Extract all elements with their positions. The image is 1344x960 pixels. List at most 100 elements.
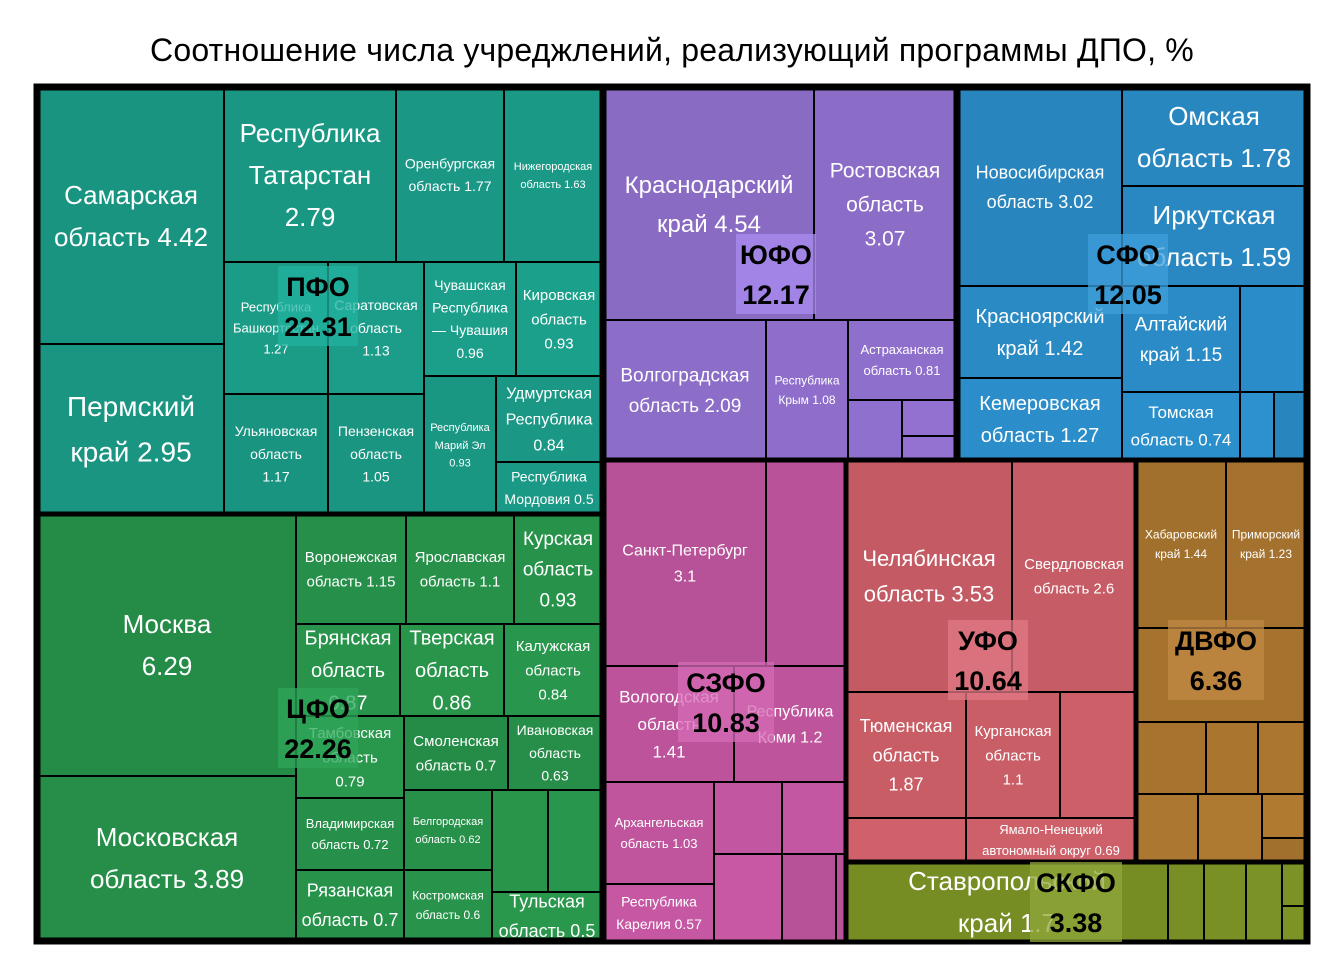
cell-label: 0.86 (433, 692, 472, 714)
treemap-cell (603, 459, 767, 667)
treemap-cell (295, 513, 407, 625)
cell-label: Ямало-Ненецкий (999, 822, 1103, 837)
cell-label: Республика (430, 422, 490, 434)
treemap-cell (1011, 459, 1137, 693)
cell-label: область 2.6 (1034, 580, 1115, 597)
cell-label: 0.84 (538, 687, 567, 704)
cell-label: Курганская (974, 723, 1051, 740)
region-label-bg (948, 620, 1028, 700)
cell-label: край 1.23 (1240, 547, 1292, 561)
cell-label: Тульская (509, 892, 585, 912)
treemap-cell (1135, 721, 1207, 795)
treemap-cell (1205, 721, 1259, 795)
cell-label: автономный округ 0.69 (982, 843, 1120, 858)
cell-label: Республика (240, 118, 381, 148)
cell-label: Воронежская (305, 549, 397, 566)
cell-label: область 1.63 (520, 179, 585, 191)
cell-label: 1.87 (888, 774, 923, 794)
cell-label: область (250, 446, 302, 462)
treemap-cell (491, 789, 549, 893)
cell-label: Архангельская (615, 815, 704, 830)
treemap-cell (1167, 861, 1205, 943)
treemap-cell (1245, 861, 1283, 943)
treemap-cell (1121, 87, 1307, 187)
cell-label: Санкт-Петербург (622, 543, 748, 560)
treemap-cell (847, 399, 903, 461)
region-5: Челябинская область 3.53 Свердловская облас… (845, 459, 1137, 863)
region-label-bg (678, 662, 774, 742)
cell-label: Красноярский (975, 306, 1104, 328)
treemap-cell (781, 781, 847, 855)
cell-label: — Чувашия (432, 322, 508, 338)
cell-label: 0.93 (540, 590, 577, 611)
cell-label: Московская (96, 822, 239, 852)
cell-label: область 0.5 (499, 921, 596, 941)
cell-label: область 1.78 (1137, 143, 1291, 173)
cell-label: область (311, 660, 385, 682)
treemap-cell (1059, 691, 1137, 819)
cell-label: область (985, 747, 1041, 764)
treemap-cell (1281, 861, 1307, 907)
cell-label: Астраханская (860, 342, 943, 357)
cell-label: Пермский (67, 391, 195, 422)
cell-label: область 0.6 (416, 908, 481, 922)
cell-label: Марий Эл (435, 440, 486, 452)
cell-label: 0.63 (541, 768, 568, 784)
cell-label: 0.79 (335, 774, 364, 791)
cell-label: Ульяновская (235, 423, 318, 439)
cell-label: область 0.7 (416, 757, 497, 774)
cell-label: Свердловская (1024, 556, 1124, 573)
cell-label: Самарская (64, 180, 198, 210)
treemap-cell (1261, 793, 1307, 839)
region-1: Краснодарский край 4.54 Ростовская область 3… (603, 87, 957, 461)
cell-label: область 3.89 (90, 864, 244, 894)
region-value: 12.05 (1094, 280, 1162, 310)
cell-label: Москва (123, 609, 212, 639)
cell-label: Ростовская (830, 159, 940, 182)
cell-label: край 1.44 (1155, 547, 1207, 561)
region-0: Самарская область 4.42 Пермский край 2.95 Ре… (37, 87, 603, 515)
cell-label: Чувашская (434, 277, 505, 293)
cell-label: область 1.77 (409, 178, 492, 194)
treemap-cell (1203, 861, 1247, 943)
cell-label: 0.93 (449, 458, 470, 470)
cell-label: Владимирская (306, 816, 395, 831)
cell-label: Рязанская (307, 881, 393, 901)
treemap-cell (1225, 459, 1307, 629)
treemap-cell (1239, 285, 1307, 393)
cell-label: область (531, 311, 587, 328)
cell-label: 2.79 (285, 202, 336, 232)
cell-label: Иркутская (1153, 200, 1276, 230)
treemap-cell (37, 775, 297, 941)
treemap-cell (713, 853, 783, 943)
region-2: Новосибирская область 3.02 Омская область 1… (957, 87, 1307, 461)
treemap-cell (603, 781, 715, 885)
cell-label: область 0.7 (302, 910, 399, 930)
region-label-bg (278, 266, 358, 346)
treemap-cell (403, 869, 493, 941)
treemap-cell (813, 87, 957, 321)
region-name: СЗФО (686, 668, 765, 698)
cell-label: 1.41 (652, 742, 685, 761)
cell-label: область 0.62 (415, 834, 480, 846)
treemap-cell (37, 513, 297, 777)
cell-label: Волгоградская (620, 365, 749, 386)
treemap-cell (515, 261, 603, 377)
cell-label: Республика (511, 469, 587, 485)
cell-label: Республика (432, 300, 508, 316)
cell-label: область (523, 560, 593, 581)
treemap-cell (1239, 391, 1275, 461)
treemap-cell (901, 399, 957, 437)
cell-label: Костромская (412, 888, 483, 902)
cell-label: область 1.27 (981, 425, 1100, 447)
cell-label: Краснодарский (625, 172, 794, 199)
region-value: 6.36 (1190, 666, 1243, 696)
cell-label: Республика (506, 412, 593, 429)
treemap-cell (295, 797, 405, 871)
treemap-cell (395, 87, 505, 263)
cell-label: 1.05 (362, 469, 389, 485)
treemap-cell (965, 817, 1137, 863)
cell-label: Смоленская (413, 733, 498, 750)
treemap-cell (1261, 837, 1307, 863)
